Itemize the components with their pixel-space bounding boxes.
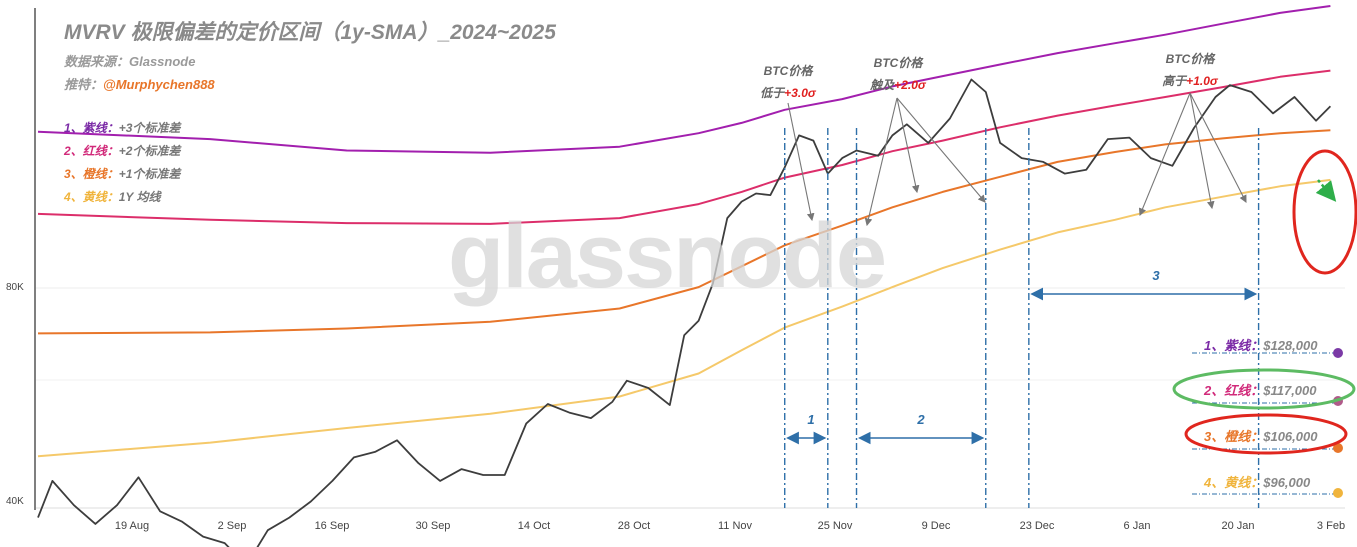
annotation-pointer: [1189, 92, 1247, 203]
x-tick-label: 16 Sep: [314, 520, 350, 532]
annotation-pointer: [1189, 92, 1215, 210]
annotation-value: +3.0σ: [784, 86, 816, 100]
legend-label: 2、红线：: [64, 144, 119, 158]
price-level-dot: [1333, 488, 1343, 498]
range-label-2: 2: [917, 412, 925, 427]
y-tick-label: 40K: [6, 496, 24, 507]
legend-desc: 1Y 均线: [118, 190, 161, 204]
twitter-handle[interactable]: @Murphychen888: [103, 77, 215, 92]
series-line: [37, 78, 1332, 547]
annotation-prefix: 低于: [760, 86, 785, 100]
series-line: [37, 69, 1331, 225]
annotation-pointer: [787, 102, 815, 222]
highlight-oval-red: [1184, 413, 1348, 455]
series-line: [37, 178, 1331, 458]
x-tick-label: 30 Sep: [415, 520, 451, 532]
x-tick-label: 25 Nov: [817, 520, 853, 532]
x-tick-label: 23 Dec: [1019, 520, 1055, 532]
price-value: $96,000: [1263, 475, 1311, 490]
highlight-circle: [1292, 149, 1357, 275]
price-value: $106,000: [1263, 429, 1318, 444]
price-label: 1、紫线：: [1204, 338, 1264, 353]
legend-label: 4、黄线：: [64, 190, 119, 204]
legend-item-orange: 3、橙线：+1个标准差: [64, 165, 180, 188]
legend-desc: +3个标准差: [118, 121, 181, 135]
annotation-pointer: [896, 97, 986, 203]
x-tick-label: 9 Dec: [921, 520, 951, 532]
series-line: [37, 129, 1331, 335]
twitter-credit: 推特：@Murphychen888: [64, 74, 215, 93]
legend-label: 1、紫线：: [64, 121, 119, 135]
legend-item-yellow: 4、黄线：1Y 均线: [64, 188, 180, 211]
legend-desc: +2个标准差: [118, 144, 181, 158]
range-markers: [784, 128, 1260, 508]
range-label-3: 3: [1152, 268, 1160, 283]
x-tick-label: 14 Oct: [517, 520, 551, 532]
price-label: 2、红线：: [1204, 383, 1264, 398]
annotation-pointer: [896, 97, 920, 194]
legend-item-red: 2、红线：+2个标准差: [64, 142, 180, 165]
price-level-dot: [1333, 348, 1343, 358]
x-tick-label: 11 Nov: [717, 520, 753, 532]
annotation-prefix: 触及: [870, 78, 895, 92]
data-source: 数据来源：Glassnode: [64, 54, 196, 69]
price-value: $128,000: [1263, 338, 1318, 353]
y-tick-label: 80K: [6, 282, 24, 293]
annotation-value: +1.0σ: [1186, 74, 1218, 88]
legend-label: 3、橙线：: [64, 167, 119, 181]
chart-title: MVRV 极限偏差的定价区间（1y-SMA）_2024~2025: [64, 21, 556, 44]
trend-down-arrow: [1315, 179, 1337, 202]
highlight-oval-green: [1172, 368, 1356, 410]
series-line: [37, 5, 1331, 154]
range-label-1: 1: [807, 412, 815, 427]
series-layer: [37, 5, 1332, 547]
price-label: 4、黄线：: [1204, 475, 1264, 490]
annotation-pointer: [864, 97, 898, 227]
annotation-value: +2.0σ: [894, 78, 926, 92]
x-tick-label: 20 Jan: [1221, 520, 1255, 532]
annotation-pointer: [1138, 92, 1191, 217]
x-tick-label: 2 Sep: [217, 520, 247, 532]
watermark: glassnode: [448, 205, 887, 307]
price-level-markers: [1172, 348, 1356, 498]
legend: 1、紫线：+3个标准差 2、红线：+2个标准差 3、橙线：+1个标准差 4、黄线…: [64, 119, 180, 211]
x-tick-label: 6 Jan: [1123, 520, 1151, 532]
annotation-line1: BTC价格: [763, 64, 813, 78]
price-label: 3、橙线：: [1204, 429, 1264, 444]
twitter-label: 推特：: [64, 77, 104, 92]
annotation-below-3sigma: BTC价格 低于+3.0σ: [760, 60, 816, 104]
annotation-prefix: 高于: [1162, 74, 1187, 88]
price-value: $117,000: [1263, 383, 1317, 398]
annotation-line1: BTC价格: [1165, 52, 1215, 66]
x-tick-label: 28 Oct: [617, 520, 651, 532]
x-tick-label: 19 Aug: [114, 520, 150, 532]
annotation-above-1sigma: BTC价格 高于+1.0σ: [1162, 48, 1218, 92]
annotation-touch-2sigma: BTC价格 触及+2.0σ: [870, 52, 926, 96]
price-label-orange: 3、橙线：$106,000: [1204, 426, 1317, 445]
x-tick-label: 3 Feb: [1316, 520, 1346, 532]
price-label-yellow: 4、黄线：$96,000: [1204, 472, 1310, 491]
annotation-line1: BTC价格: [873, 56, 923, 70]
legend-desc: +1个标准差: [118, 167, 181, 181]
price-label-red: 2、红线：$117,000: [1204, 380, 1317, 399]
annotation-arrows: [787, 92, 1357, 275]
legend-item-purple: 1、紫线：+3个标准差: [64, 119, 180, 142]
price-label-purple: 1、紫线：$128,000: [1204, 335, 1317, 354]
price-level-dot: [1333, 443, 1343, 453]
